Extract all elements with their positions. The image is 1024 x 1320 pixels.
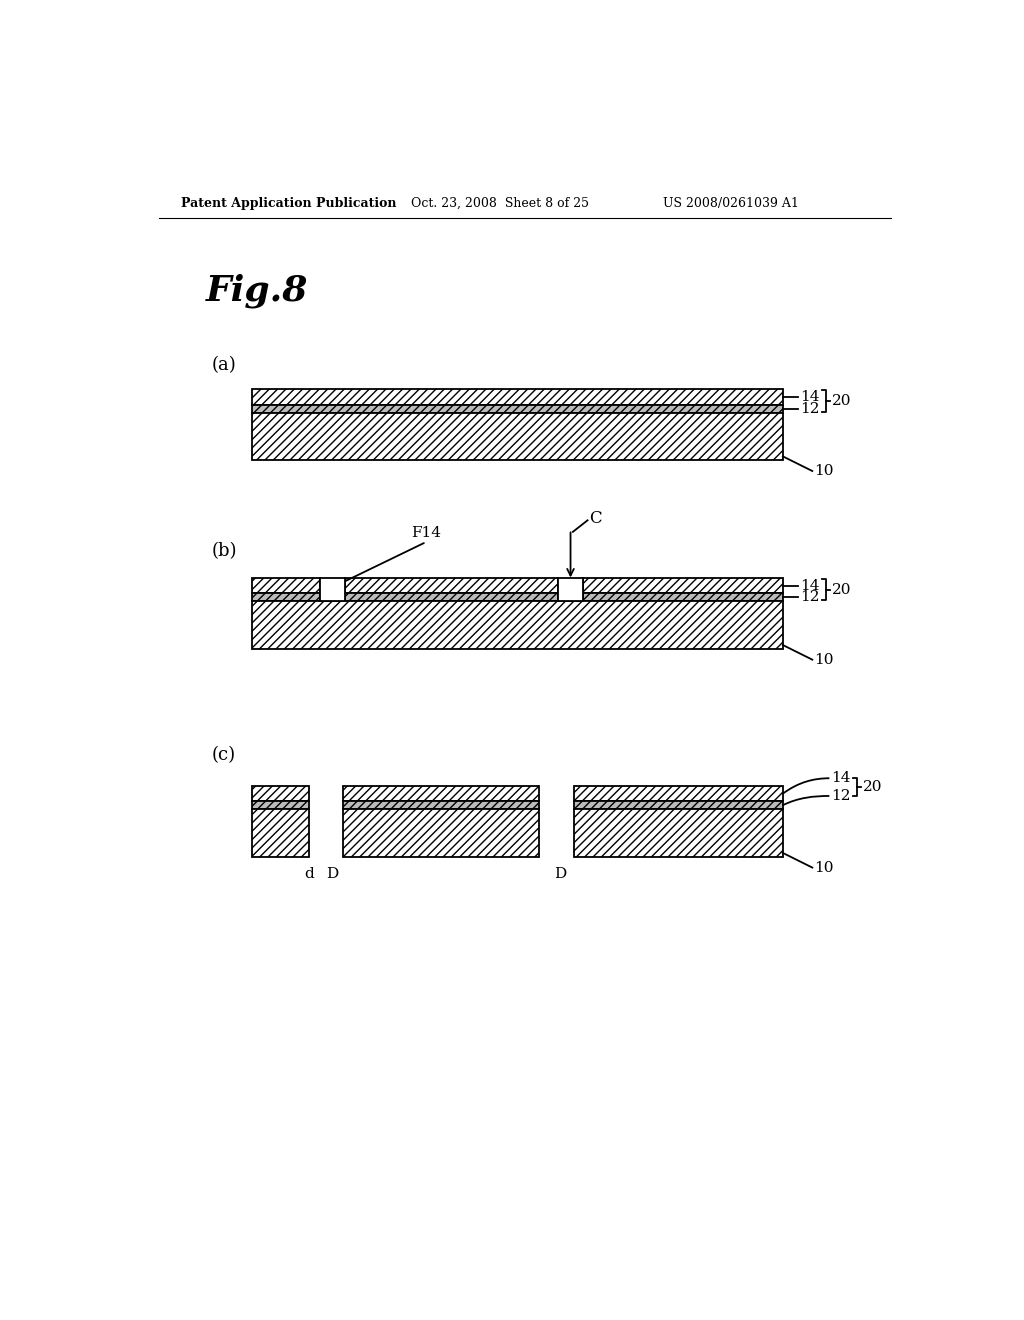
Bar: [252, 578, 321, 594]
Text: 14: 14: [800, 578, 819, 593]
Text: 12: 12: [830, 789, 850, 803]
Bar: [343, 809, 539, 857]
Text: D: D: [326, 867, 338, 880]
Bar: [573, 809, 783, 857]
Text: 20: 20: [831, 582, 851, 597]
Text: (c): (c): [212, 746, 236, 764]
Bar: [252, 594, 321, 601]
Text: C: C: [589, 511, 602, 527]
Text: 14: 14: [800, 391, 819, 404]
Bar: [345, 594, 558, 601]
Text: (b): (b): [212, 543, 238, 560]
Text: (a): (a): [212, 356, 237, 374]
Text: D: D: [554, 867, 566, 880]
Bar: [583, 594, 783, 601]
Text: Fig.8: Fig.8: [206, 273, 308, 308]
Text: 12: 12: [800, 401, 819, 416]
Bar: [345, 578, 558, 594]
Bar: [252, 405, 783, 412]
Text: 12: 12: [800, 590, 819, 605]
Bar: [321, 578, 345, 601]
Bar: [252, 601, 783, 649]
Text: 14: 14: [830, 771, 850, 785]
Text: 10: 10: [814, 861, 834, 875]
Text: US 2008/0261039 A1: US 2008/0261039 A1: [663, 197, 799, 210]
Bar: [573, 801, 783, 809]
Text: 10: 10: [814, 652, 834, 667]
Bar: [252, 389, 783, 405]
Bar: [558, 578, 583, 601]
Bar: [583, 578, 783, 594]
Text: 20: 20: [831, 393, 851, 408]
Bar: [252, 801, 308, 809]
Text: d: d: [304, 867, 313, 880]
Text: Patent Application Publication: Patent Application Publication: [180, 197, 396, 210]
Text: Oct. 23, 2008  Sheet 8 of 25: Oct. 23, 2008 Sheet 8 of 25: [411, 197, 589, 210]
Bar: [252, 809, 308, 857]
Bar: [573, 785, 783, 801]
Text: 10: 10: [814, 465, 834, 478]
Bar: [252, 412, 783, 461]
Bar: [343, 785, 539, 801]
Bar: [252, 785, 308, 801]
Text: 20: 20: [862, 780, 883, 795]
Text: F14: F14: [412, 525, 441, 540]
Bar: [343, 801, 539, 809]
